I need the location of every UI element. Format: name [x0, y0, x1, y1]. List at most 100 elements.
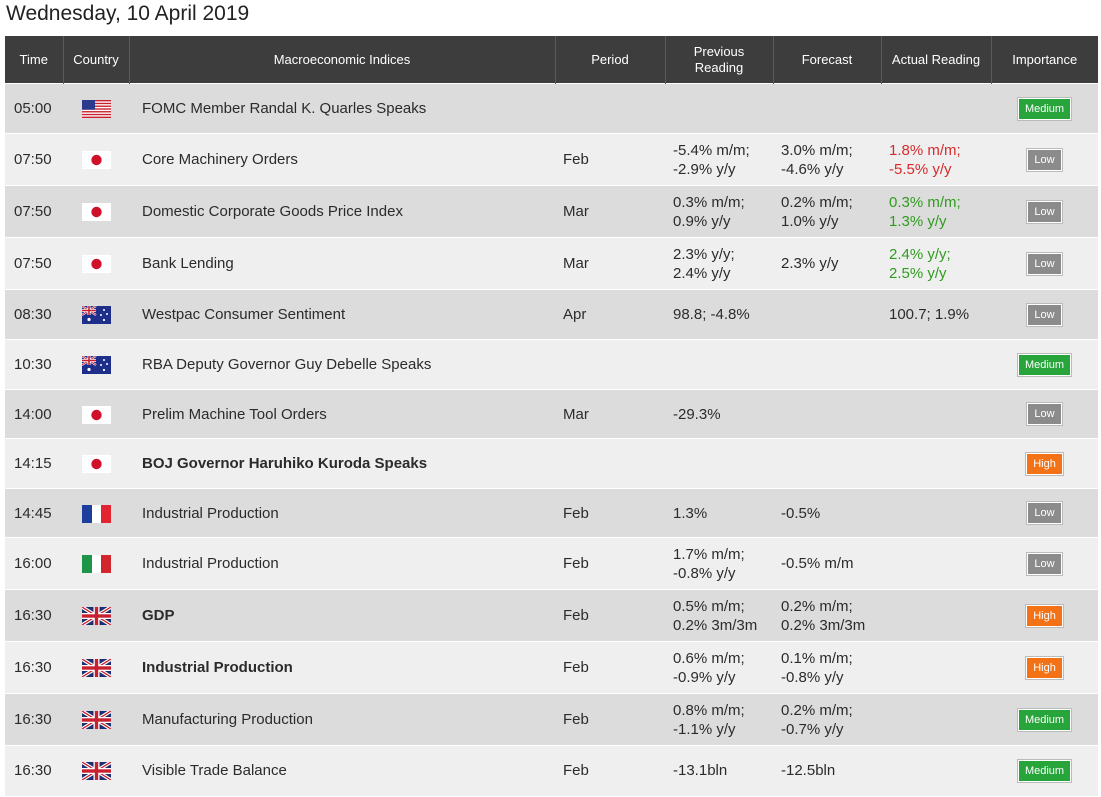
- prev-line2: -2.9% y/y: [673, 160, 736, 178]
- table-row: 14:15 BOJ Governor Haruhiko Kuroda Speaks…: [5, 438, 1098, 489]
- importance-cell: Low: [991, 537, 1098, 590]
- table-row: 08:30 Westpac Consumer Sentiment Apr 98.8; …: [5, 289, 1098, 340]
- france-flag-icon: [81, 504, 111, 523]
- table-row: 14:45 Industrial Production Feb 1.3% -0.5% Lo…: [5, 488, 1098, 538]
- time-cell: 07:50: [5, 185, 63, 238]
- fore-line2: 0.2% 3m/3m: [781, 616, 866, 634]
- event-cell: Visible Trade Balance: [129, 745, 555, 796]
- event-cell: Prelim Machine Tool Orders: [129, 389, 555, 439]
- event-name: BOJ Governor Haruhiko Kuroda Speaks: [142, 455, 428, 472]
- time-cell: 05:00: [5, 83, 63, 134]
- event-cell: FOMC Member Randal K. Quarles Speaks: [129, 83, 555, 134]
- actual-line2: -5.5% y/y: [889, 160, 952, 178]
- table-row: 14:00 Prelim Machine Tool Orders Mar -29.3%…: [5, 389, 1098, 439]
- prev-cell: 98.8; -4.8%: [665, 289, 773, 340]
- japan-flag-icon: [81, 405, 111, 424]
- uk-flag-icon: [81, 762, 111, 781]
- us-flag-icon: [81, 100, 111, 119]
- prev-cell: 2.3% y/y; 2.4% y/y: [665, 237, 773, 290]
- fore-line2: -4.6% y/y: [781, 160, 844, 178]
- period-cell: [555, 339, 665, 390]
- prev-line2: 2.4% y/y: [673, 264, 731, 282]
- actual-cell: [881, 389, 991, 439]
- importance-cell: Medium: [991, 339, 1098, 390]
- importance-badge: High: [1025, 603, 1064, 628]
- event-cell: BOJ Governor Haruhiko Kuroda Speaks: [129, 438, 555, 489]
- table-row: 16:30 Industrial Production Feb 0.6% m/m; -0…: [5, 641, 1098, 694]
- col-header-period: Period: [555, 36, 666, 84]
- importance-badge: Medium: [1016, 758, 1073, 783]
- prev-line2: 0.2% 3m/3m: [673, 616, 758, 634]
- actual-cell: 100.7; 1.9%: [881, 289, 991, 340]
- actual-line2: 2.5% y/y: [889, 264, 947, 282]
- event-cell: RBA Deputy Governor Guy Debelle Speaks: [129, 339, 555, 390]
- time-cell: 16:30: [5, 693, 63, 746]
- time-cell: 16:30: [5, 745, 63, 796]
- uk-flag-icon: [81, 711, 111, 730]
- prev-line1: 98.8; -4.8%: [673, 306, 750, 323]
- fore-cell: 2.3% y/y: [773, 237, 881, 290]
- period-cell: Feb: [555, 641, 665, 694]
- prev-line1: 0.5% m/m;: [673, 597, 745, 615]
- event-cell: Core Machinery Orders: [129, 133, 555, 186]
- fore-cell: 0.2% m/m; -0.7% y/y: [773, 693, 881, 746]
- actual-cell: [881, 589, 991, 642]
- italy-flag-icon: [81, 555, 111, 574]
- event-cell: Domestic Corporate Goods Price Index: [129, 185, 555, 238]
- country-cell: [63, 83, 129, 134]
- event-cell: Manufacturing Production: [129, 693, 555, 746]
- time-cell: 07:50: [5, 237, 63, 290]
- importance-cell: High: [991, 641, 1098, 694]
- country-cell: [63, 133, 129, 186]
- period-cell: Feb: [555, 488, 665, 538]
- fore-line1: 0.2% m/m;: [781, 597, 853, 615]
- event-cell: GDP: [129, 589, 555, 642]
- country-cell: [63, 488, 129, 538]
- time-cell: 08:30: [5, 289, 63, 340]
- table-row: 16:00 Industrial Production Feb 1.7% m/m; -0…: [5, 537, 1098, 590]
- table-header-row: Time Country Macroeconomic Indices Perio…: [5, 36, 1098, 84]
- actual-cell: 0.3% m/m; 1.3% y/y: [881, 185, 991, 238]
- event-name: Prelim Machine Tool Orders: [142, 405, 327, 423]
- fore-cell: [773, 438, 881, 489]
- importance-cell: High: [991, 589, 1098, 642]
- importance-cell: High: [991, 438, 1098, 489]
- importance-badge: Medium: [1016, 96, 1073, 121]
- time-cell: 07:50: [5, 133, 63, 186]
- event-name: Domestic Corporate Goods Price Index: [142, 203, 403, 220]
- country-cell: [63, 589, 129, 642]
- country-cell: [63, 693, 129, 746]
- fore-line1: 0.1% m/m;: [781, 649, 853, 667]
- actual-line1: 1.8% m/m;: [889, 141, 961, 159]
- col-header-country: Country: [63, 36, 130, 84]
- fore-cell: 3.0% m/m; -4.6% y/y: [773, 133, 881, 186]
- event-name: Industrial Production: [142, 504, 279, 522]
- fore-line1: -0.5% m/m: [781, 555, 854, 572]
- fore-cell: [773, 389, 881, 439]
- actual-cell: 1.8% m/m; -5.5% y/y: [881, 133, 991, 186]
- time-cell: 16:00: [5, 537, 63, 590]
- country-cell: [63, 237, 129, 290]
- importance-cell: Medium: [991, 83, 1098, 134]
- uk-flag-icon: [81, 659, 111, 678]
- prev-line1: 0.8% m/m;: [673, 701, 745, 719]
- country-cell: [63, 289, 129, 340]
- prev-cell: [665, 83, 773, 134]
- importance-badge: Low: [1026, 302, 1063, 327]
- prev-line2: -0.8% y/y: [673, 564, 736, 582]
- period-cell: Feb: [555, 745, 665, 796]
- prev-line1: 0.3% m/m;: [673, 193, 745, 211]
- fore-cell: 0.2% m/m; 1.0% y/y: [773, 185, 881, 238]
- event-cell: Industrial Production: [129, 488, 555, 538]
- table-row: 07:50 Bank Lending Mar 2.3% y/y; 2.4% y/y 2.3…: [5, 237, 1098, 290]
- event-name: Industrial Production: [142, 555, 279, 572]
- fore-line1: -0.5%: [781, 504, 821, 522]
- actual-line1: 0.3% m/m;: [889, 193, 961, 211]
- table-row: 07:50 Core Machinery Orders Feb -5.4% m/m; -…: [5, 133, 1098, 186]
- prev-cell: [665, 339, 773, 390]
- prev-cell: -13.1bln: [665, 745, 773, 796]
- actual-cell: [881, 745, 991, 796]
- event-cell: Industrial Production: [129, 537, 555, 590]
- col-header-importance: Importance: [991, 36, 1098, 84]
- prev-cell: 0.5% m/m; 0.2% 3m/3m: [665, 589, 773, 642]
